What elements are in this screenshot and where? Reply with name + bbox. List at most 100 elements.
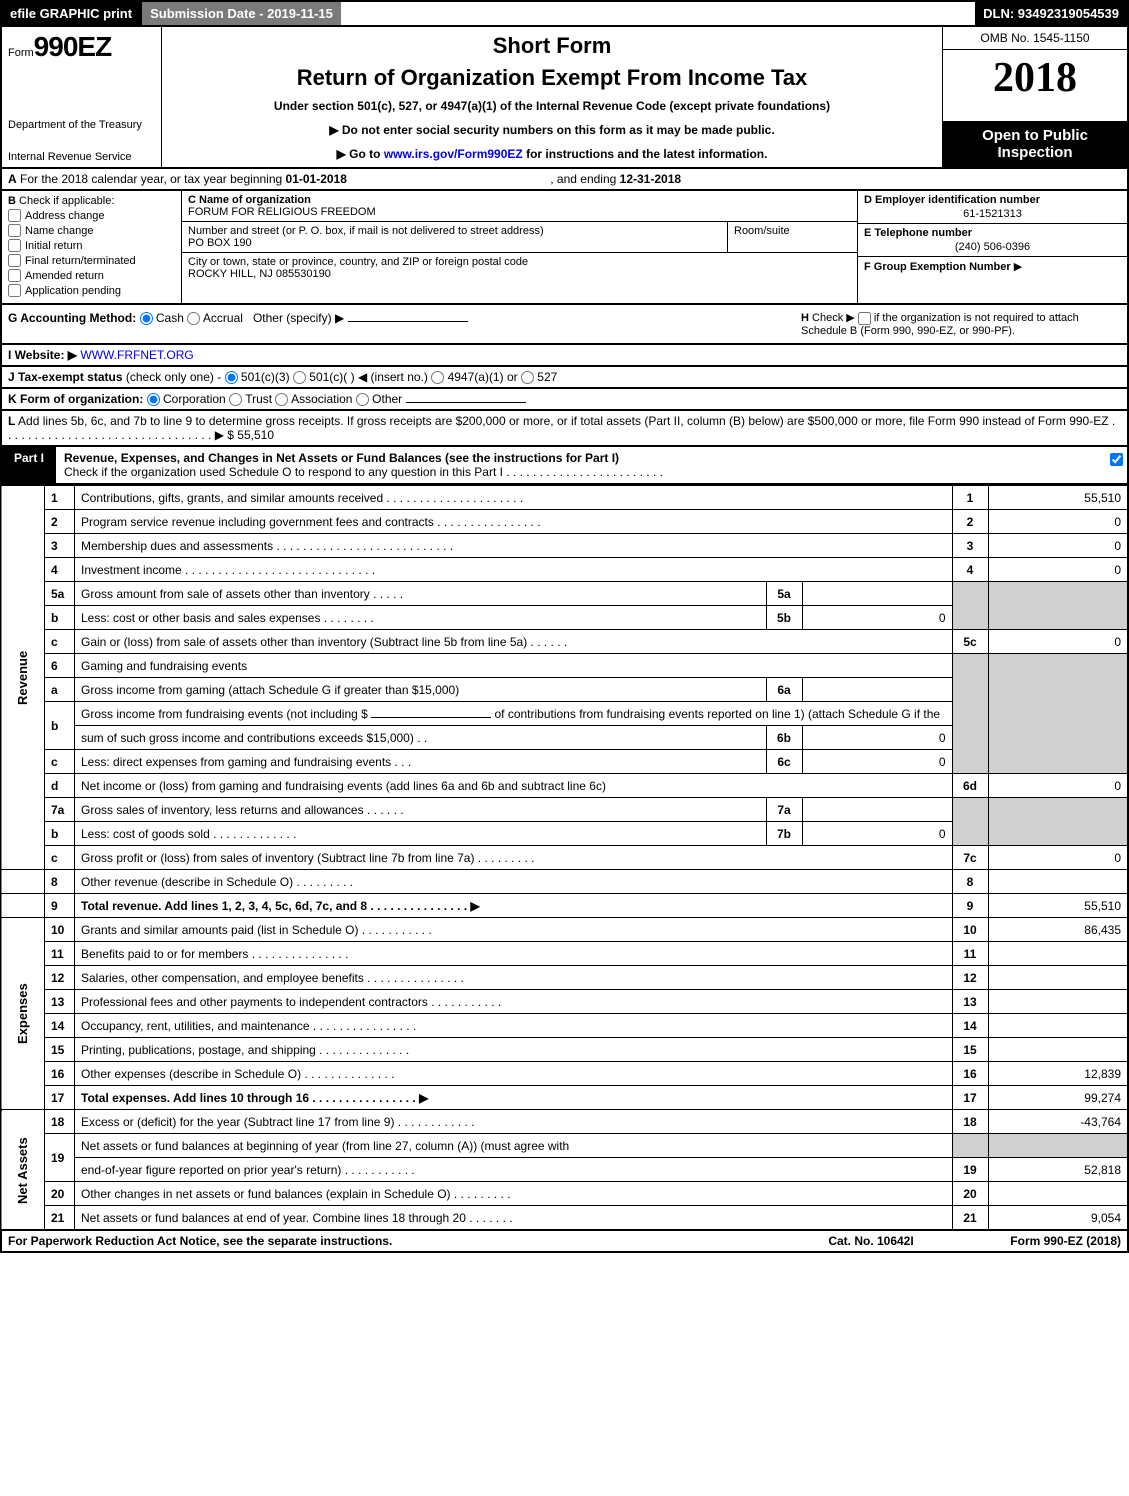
table-row: c Gross profit or (loss) from sales of i… [1, 846, 1128, 870]
row-num: c [45, 846, 75, 870]
chk-initial-return[interactable] [8, 239, 21, 252]
chk-amended-return[interactable] [8, 269, 21, 282]
row-rv [988, 966, 1128, 990]
row-rn: 5c [952, 630, 988, 654]
form-id-block: Form990EZ Department of the Treasury Int… [2, 27, 162, 167]
row-rv: 86,435 [988, 918, 1128, 942]
section-b: B Check if applicable: Address change Na… [2, 191, 182, 303]
row-rn: 21 [952, 1206, 988, 1230]
d-label: D Employer identification number [864, 194, 1040, 206]
row-desc: Less: direct expenses from gaming and fu… [75, 750, 767, 774]
website-link[interactable]: WWW.FRFNET.ORG [80, 348, 193, 362]
radio-527[interactable] [521, 371, 534, 384]
row-num: 5a [45, 582, 75, 606]
table-row: 19 Net assets or fund balances at beginn… [1, 1134, 1128, 1158]
row-desc: Program service revenue including govern… [75, 510, 953, 534]
part1-table: Revenue 1 Contributions, gifts, grants, … [0, 485, 1129, 1231]
row-num: 19 [45, 1134, 75, 1182]
b-item-1: Name change [25, 225, 94, 237]
row-num: 15 [45, 1038, 75, 1062]
row-mv: 0 [802, 606, 952, 630]
radio-other[interactable] [356, 393, 369, 406]
radio-501c3[interactable] [225, 371, 238, 384]
instr2-b: for instructions and the latest informat… [523, 147, 768, 161]
g-cash: Cash [156, 311, 184, 325]
table-row: 21 Net assets or fund balances at end of… [1, 1206, 1128, 1230]
footer-left: For Paperwork Reduction Act Notice, see … [8, 1234, 771, 1248]
row-rv: 0 [988, 510, 1128, 534]
j-opt-0: 501(c)(3) [241, 370, 290, 384]
chk-application-pending[interactable] [8, 284, 21, 297]
radio-accrual[interactable] [187, 312, 200, 325]
row-rn: 4 [952, 558, 988, 582]
row-num: 12 [45, 966, 75, 990]
shaded-cell [952, 798, 988, 846]
row-num: 17 [45, 1086, 75, 1110]
g-other-input[interactable] [348, 321, 468, 322]
table-row: 3 Membership dues and assessments . . . … [1, 534, 1128, 558]
k-opt-1: Trust [245, 392, 272, 406]
shaded-cell [952, 1134, 988, 1158]
b-item-5: Application pending [25, 285, 121, 297]
table-row: end-of-year figure reported on prior yea… [1, 1158, 1128, 1182]
part1-header: Part I Revenue, Expenses, and Changes in… [0, 447, 1129, 485]
table-row: Expenses 10 Grants and similar amounts p… [1, 918, 1128, 942]
row-num: 16 [45, 1062, 75, 1086]
chk-address-change[interactable] [8, 209, 21, 222]
row-rn: 1 [952, 486, 988, 510]
row-desc: Other expenses (describe in Schedule O) … [75, 1062, 953, 1086]
i-label: I Website: ▶ [8, 348, 77, 362]
row-rv: 9,054 [988, 1206, 1128, 1230]
section-k: K Form of organization: Corporation Trus… [0, 389, 1129, 411]
k-other-input[interactable] [406, 402, 526, 403]
form-prefix: Form [8, 47, 34, 59]
row-rn: 7c [952, 846, 988, 870]
short-form-title: Short Form [168, 33, 936, 59]
chk-schedule-b[interactable] [858, 312, 871, 325]
row-desc: Gross amount from sale of assets other t… [75, 582, 767, 606]
chk-final-return[interactable] [8, 254, 21, 267]
row-mn: 6b [766, 726, 802, 750]
form-header: Form990EZ Department of the Treasury Int… [0, 27, 1129, 169]
row-rv: 99,274 [988, 1086, 1128, 1110]
radio-cash[interactable] [140, 312, 153, 325]
row-mn: 6c [766, 750, 802, 774]
section-g: G Accounting Method: Cash Accrual Other … [8, 311, 801, 337]
radio-trust[interactable] [229, 393, 242, 406]
row-desc: Grants and similar amounts paid (list in… [75, 918, 953, 942]
shaded-cell [988, 654, 1128, 774]
row-num: 4 [45, 558, 75, 582]
radio-501c[interactable] [293, 371, 306, 384]
radio-4947[interactable] [431, 371, 444, 384]
amount-input[interactable] [371, 717, 491, 718]
chk-name-change[interactable] [8, 224, 21, 237]
chk-schedule-o[interactable] [1110, 453, 1123, 466]
radio-association[interactable] [275, 393, 288, 406]
row-desc: Printing, publications, postage, and shi… [75, 1038, 953, 1062]
a-text-a: For the 2018 calendar year, or tax year … [20, 172, 286, 186]
label-a: A [8, 172, 17, 186]
radio-corporation[interactable] [147, 393, 160, 406]
table-row: 20 Other changes in net assets or fund b… [1, 1182, 1128, 1206]
table-row: 4 Investment income . . . . . . . . . . … [1, 558, 1128, 582]
c-name-value: FORUM FOR RELIGIOUS FREEDOM [188, 206, 376, 218]
row-desc: sum of such gross income and contributio… [75, 726, 767, 750]
shaded-cell [988, 582, 1128, 630]
a-begin: 01-01-2018 [286, 172, 347, 186]
page-footer: For Paperwork Reduction Act Notice, see … [0, 1231, 1129, 1253]
open-line2: Inspection [949, 144, 1121, 161]
netassets-vlabel: Net Assets [1, 1110, 45, 1230]
arrow-icon: ▶ [1014, 261, 1022, 273]
irs-link[interactable]: www.irs.gov/Form990EZ [384, 147, 523, 161]
row-rn: 17 [952, 1086, 988, 1110]
e-label: E Telephone number [864, 227, 972, 239]
top-bar: efile GRAPHIC print Submission Date - 20… [0, 0, 1129, 27]
c-addr-value: PO BOX 190 [188, 237, 252, 249]
b-item-4: Amended return [25, 270, 104, 282]
efile-print-label[interactable]: efile GRAPHIC print [2, 2, 142, 25]
arrow-icon: ▶ [337, 147, 346, 161]
instruction-1: ▶ Do not enter social security numbers o… [168, 123, 936, 137]
section-h: H Check ▶ if the organization is not req… [801, 311, 1121, 337]
row-desc: Net income or (loss) from gaming and fun… [75, 774, 953, 798]
b-item-3: Final return/terminated [25, 255, 136, 267]
